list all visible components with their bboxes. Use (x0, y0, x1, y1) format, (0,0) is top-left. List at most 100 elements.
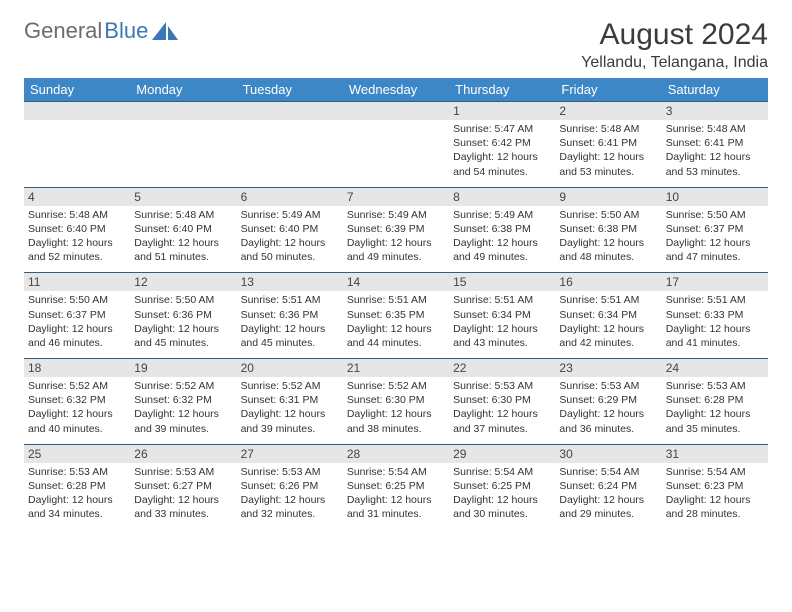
day-number-cell (24, 102, 130, 121)
day-detail-cell: Sunrise: 5:50 AMSunset: 6:37 PMDaylight:… (24, 291, 130, 358)
sunset-line: Sunset: 6:30 PM (347, 393, 445, 407)
day-detail-cell: Sunrise: 5:48 AMSunset: 6:41 PMDaylight:… (555, 120, 661, 187)
day-number-row: 45678910 (24, 187, 768, 206)
sunrise-line: Sunrise: 5:47 AM (453, 122, 551, 136)
sunset-line: Sunset: 6:37 PM (28, 308, 126, 322)
daylight-line: Daylight: 12 hours and 45 minutes. (134, 322, 232, 350)
sunrise-line: Sunrise: 5:52 AM (134, 379, 232, 393)
sunset-line: Sunset: 6:36 PM (241, 308, 339, 322)
day-detail-cell (343, 120, 449, 187)
daylight-line: Daylight: 12 hours and 39 minutes. (134, 407, 232, 435)
day-number-cell: 19 (130, 359, 236, 378)
day-number-cell: 25 (24, 444, 130, 463)
weekday-header-cell: Wednesday (343, 78, 449, 102)
daylight-line: Daylight: 12 hours and 30 minutes. (453, 493, 551, 521)
day-number-cell (130, 102, 236, 121)
sunset-line: Sunset: 6:32 PM (28, 393, 126, 407)
title-block: August 2024 Yellandu, Telangana, India (581, 18, 768, 72)
weekday-header: SundayMondayTuesdayWednesdayThursdayFrid… (24, 78, 768, 102)
sunrise-line: Sunrise: 5:48 AM (666, 122, 764, 136)
sunrise-line: Sunrise: 5:49 AM (453, 208, 551, 222)
sunrise-line: Sunrise: 5:51 AM (241, 293, 339, 307)
day-detail-row: Sunrise: 5:53 AMSunset: 6:28 PMDaylight:… (24, 463, 768, 530)
day-number-cell: 28 (343, 444, 449, 463)
month-title: August 2024 (581, 18, 768, 52)
day-number-cell: 15 (449, 273, 555, 292)
daylight-line: Daylight: 12 hours and 31 minutes. (347, 493, 445, 521)
daylight-line: Daylight: 12 hours and 46 minutes. (28, 322, 126, 350)
sunrise-line: Sunrise: 5:50 AM (559, 208, 657, 222)
sunrise-line: Sunrise: 5:53 AM (134, 465, 232, 479)
day-number-cell: 14 (343, 273, 449, 292)
sunrise-line: Sunrise: 5:51 AM (559, 293, 657, 307)
day-detail-cell: Sunrise: 5:50 AMSunset: 6:37 PMDaylight:… (662, 206, 768, 273)
daylight-line: Daylight: 12 hours and 43 minutes. (453, 322, 551, 350)
day-number-cell: 12 (130, 273, 236, 292)
day-number-cell: 23 (555, 359, 661, 378)
sunset-line: Sunset: 6:29 PM (559, 393, 657, 407)
weekday-header-cell: Friday (555, 78, 661, 102)
sunrise-line: Sunrise: 5:54 AM (347, 465, 445, 479)
daylight-line: Daylight: 12 hours and 50 minutes. (241, 236, 339, 264)
daylight-line: Daylight: 12 hours and 53 minutes. (559, 150, 657, 178)
day-number-cell: 18 (24, 359, 130, 378)
sunset-line: Sunset: 6:30 PM (453, 393, 551, 407)
day-detail-cell: Sunrise: 5:52 AMSunset: 6:31 PMDaylight:… (237, 377, 343, 444)
day-detail-cell: Sunrise: 5:49 AMSunset: 6:39 PMDaylight:… (343, 206, 449, 273)
sunrise-line: Sunrise: 5:48 AM (134, 208, 232, 222)
daylight-line: Daylight: 12 hours and 32 minutes. (241, 493, 339, 521)
daylight-line: Daylight: 12 hours and 49 minutes. (347, 236, 445, 264)
day-detail-cell (24, 120, 130, 187)
day-number-cell: 7 (343, 187, 449, 206)
sunrise-line: Sunrise: 5:53 AM (241, 465, 339, 479)
day-number-cell: 10 (662, 187, 768, 206)
sunset-line: Sunset: 6:39 PM (347, 222, 445, 236)
daylight-line: Daylight: 12 hours and 44 minutes. (347, 322, 445, 350)
day-detail-cell: Sunrise: 5:48 AMSunset: 6:40 PMDaylight:… (130, 206, 236, 273)
daylight-line: Daylight: 12 hours and 38 minutes. (347, 407, 445, 435)
header: GeneralBlue August 2024 Yellandu, Telang… (24, 18, 768, 72)
day-number-row: 11121314151617 (24, 273, 768, 292)
logo-text-right: Blue (104, 18, 148, 44)
sunset-line: Sunset: 6:38 PM (559, 222, 657, 236)
sunset-line: Sunset: 6:28 PM (666, 393, 764, 407)
sunset-line: Sunset: 6:40 PM (241, 222, 339, 236)
day-number-cell: 8 (449, 187, 555, 206)
sunrise-line: Sunrise: 5:52 AM (347, 379, 445, 393)
day-detail-cell (130, 120, 236, 187)
daylight-line: Daylight: 12 hours and 52 minutes. (28, 236, 126, 264)
day-detail-cell: Sunrise: 5:48 AMSunset: 6:41 PMDaylight:… (662, 120, 768, 187)
sunrise-line: Sunrise: 5:48 AM (559, 122, 657, 136)
day-number-cell: 16 (555, 273, 661, 292)
daylight-line: Daylight: 12 hours and 42 minutes. (559, 322, 657, 350)
day-detail-cell: Sunrise: 5:51 AMSunset: 6:33 PMDaylight:… (662, 291, 768, 358)
sunset-line: Sunset: 6:34 PM (559, 308, 657, 322)
day-number-cell: 5 (130, 187, 236, 206)
daylight-line: Daylight: 12 hours and 34 minutes. (28, 493, 126, 521)
sunrise-line: Sunrise: 5:50 AM (28, 293, 126, 307)
sunset-line: Sunset: 6:35 PM (347, 308, 445, 322)
daylight-line: Daylight: 12 hours and 47 minutes. (666, 236, 764, 264)
sunset-line: Sunset: 6:28 PM (28, 479, 126, 493)
sunrise-line: Sunrise: 5:50 AM (666, 208, 764, 222)
sunset-line: Sunset: 6:34 PM (453, 308, 551, 322)
day-detail-cell: Sunrise: 5:54 AMSunset: 6:23 PMDaylight:… (662, 463, 768, 530)
day-detail-cell: Sunrise: 5:50 AMSunset: 6:38 PMDaylight:… (555, 206, 661, 273)
day-detail-row: Sunrise: 5:48 AMSunset: 6:40 PMDaylight:… (24, 206, 768, 273)
sunset-line: Sunset: 6:41 PM (559, 136, 657, 150)
weekday-header-cell: Saturday (662, 78, 768, 102)
day-detail-cell: Sunrise: 5:52 AMSunset: 6:32 PMDaylight:… (24, 377, 130, 444)
day-number-cell: 9 (555, 187, 661, 206)
day-detail-cell: Sunrise: 5:53 AMSunset: 6:28 PMDaylight:… (24, 463, 130, 530)
day-number-cell (237, 102, 343, 121)
daylight-line: Daylight: 12 hours and 35 minutes. (666, 407, 764, 435)
daylight-line: Daylight: 12 hours and 53 minutes. (666, 150, 764, 178)
day-number-cell: 13 (237, 273, 343, 292)
daylight-line: Daylight: 12 hours and 54 minutes. (453, 150, 551, 178)
sunrise-line: Sunrise: 5:48 AM (28, 208, 126, 222)
day-number-cell: 27 (237, 444, 343, 463)
sunset-line: Sunset: 6:42 PM (453, 136, 551, 150)
day-detail-cell: Sunrise: 5:53 AMSunset: 6:27 PMDaylight:… (130, 463, 236, 530)
day-detail-cell: Sunrise: 5:49 AMSunset: 6:38 PMDaylight:… (449, 206, 555, 273)
sunrise-line: Sunrise: 5:52 AM (241, 379, 339, 393)
